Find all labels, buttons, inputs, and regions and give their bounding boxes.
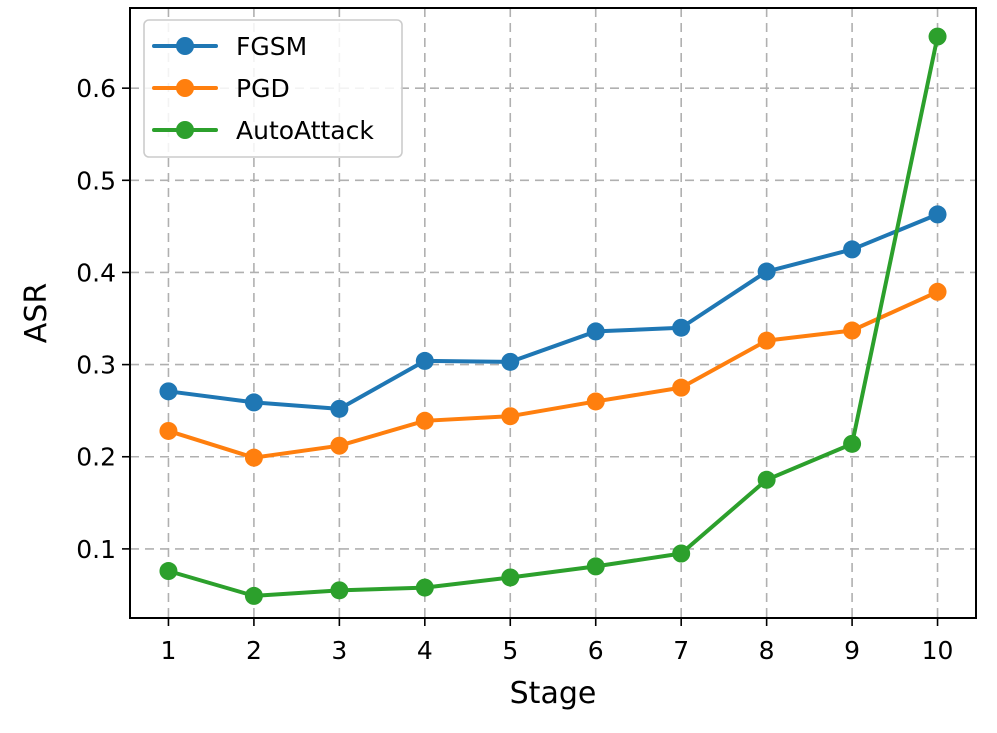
data-point-autoattack (672, 544, 691, 563)
data-point-pgd (928, 282, 947, 301)
series-line-pgd (166, 289, 940, 460)
plot-frame (129, 7, 977, 619)
x-tick-label: 5 (502, 636, 518, 665)
x-tick-label: 3 (331, 636, 347, 665)
legend-swatch-marker (176, 121, 194, 139)
data-point-pgd (843, 321, 862, 340)
data-point-fgsm (415, 351, 434, 370)
data-point-autoattack (757, 470, 776, 489)
data-point-fgsm (586, 322, 605, 341)
data-point-autoattack (843, 434, 862, 453)
data-point-pgd (586, 392, 605, 411)
data-point-fgsm (928, 205, 947, 224)
x-tick-label: 10 (922, 636, 954, 665)
data-point-pgd (501, 407, 520, 426)
x-tick-label: 1 (161, 636, 177, 665)
x-tick-label: 8 (759, 636, 775, 665)
data-point-autoattack (415, 578, 434, 597)
data-point-pgd (672, 378, 691, 397)
data-point-autoattack (244, 586, 263, 605)
data-point-fgsm (330, 399, 349, 418)
data-point-fgsm (501, 352, 520, 371)
x-tick-label: 6 (588, 636, 604, 665)
x-tick-label: 2 (246, 636, 262, 665)
legend-frame (143, 19, 403, 158)
series-layer (159, 27, 947, 605)
data-point-pgd (159, 421, 178, 440)
data-point-fgsm (244, 393, 263, 412)
y-axis-label: ASR (19, 283, 54, 343)
data-point-autoattack (928, 27, 947, 46)
series-line-autoattack (166, 34, 940, 598)
y-tick-label: 0.1 (76, 535, 116, 564)
legend-swatch-marker (176, 79, 194, 97)
axis-ticks: 1 2 3 4 5 6 7 8 9 10 0.1 0.2 0.3 0.4 0.5 0.6 (76, 74, 953, 665)
legend-item-autoattack: AutoAttack (152, 116, 374, 145)
legend-label: PGD (236, 74, 290, 103)
data-point-pgd (244, 448, 263, 467)
data-point-autoattack (501, 568, 520, 587)
data-point-fgsm (672, 318, 691, 337)
series-fgsm (159, 205, 947, 418)
legend-swatch-marker (176, 37, 194, 55)
x-tick-label: 9 (844, 636, 860, 665)
legend-label: AutoAttack (236, 116, 374, 145)
x-axis-label: Stage (510, 676, 597, 711)
data-point-fgsm (843, 240, 862, 259)
legend-item-fgsm: FGSM (152, 32, 307, 61)
x-tick-label: 7 (673, 636, 689, 665)
legend-item-pgd: PGD (152, 74, 290, 103)
data-point-autoattack (330, 581, 349, 600)
y-tick-label: 0.4 (76, 258, 116, 287)
x-tick-label: 4 (417, 636, 433, 665)
data-point-autoattack (159, 562, 178, 581)
data-point-autoattack (586, 557, 605, 576)
y-tick-label: 0.5 (76, 166, 116, 195)
legend-label: FGSM (236, 32, 307, 61)
y-tick-label: 0.6 (76, 74, 116, 103)
series-autoattack (159, 27, 947, 605)
data-point-pgd (757, 331, 776, 350)
data-point-pgd (415, 411, 434, 430)
series-line-fgsm (166, 212, 940, 411)
y-tick-label: 0.3 (76, 351, 116, 380)
legend: FGSM PGD AutoAttack (143, 19, 403, 158)
data-point-fgsm (159, 382, 178, 401)
data-point-fgsm (757, 262, 776, 281)
series-pgd (159, 282, 947, 467)
data-point-pgd (330, 436, 349, 455)
y-tick-label: 0.2 (76, 443, 116, 472)
